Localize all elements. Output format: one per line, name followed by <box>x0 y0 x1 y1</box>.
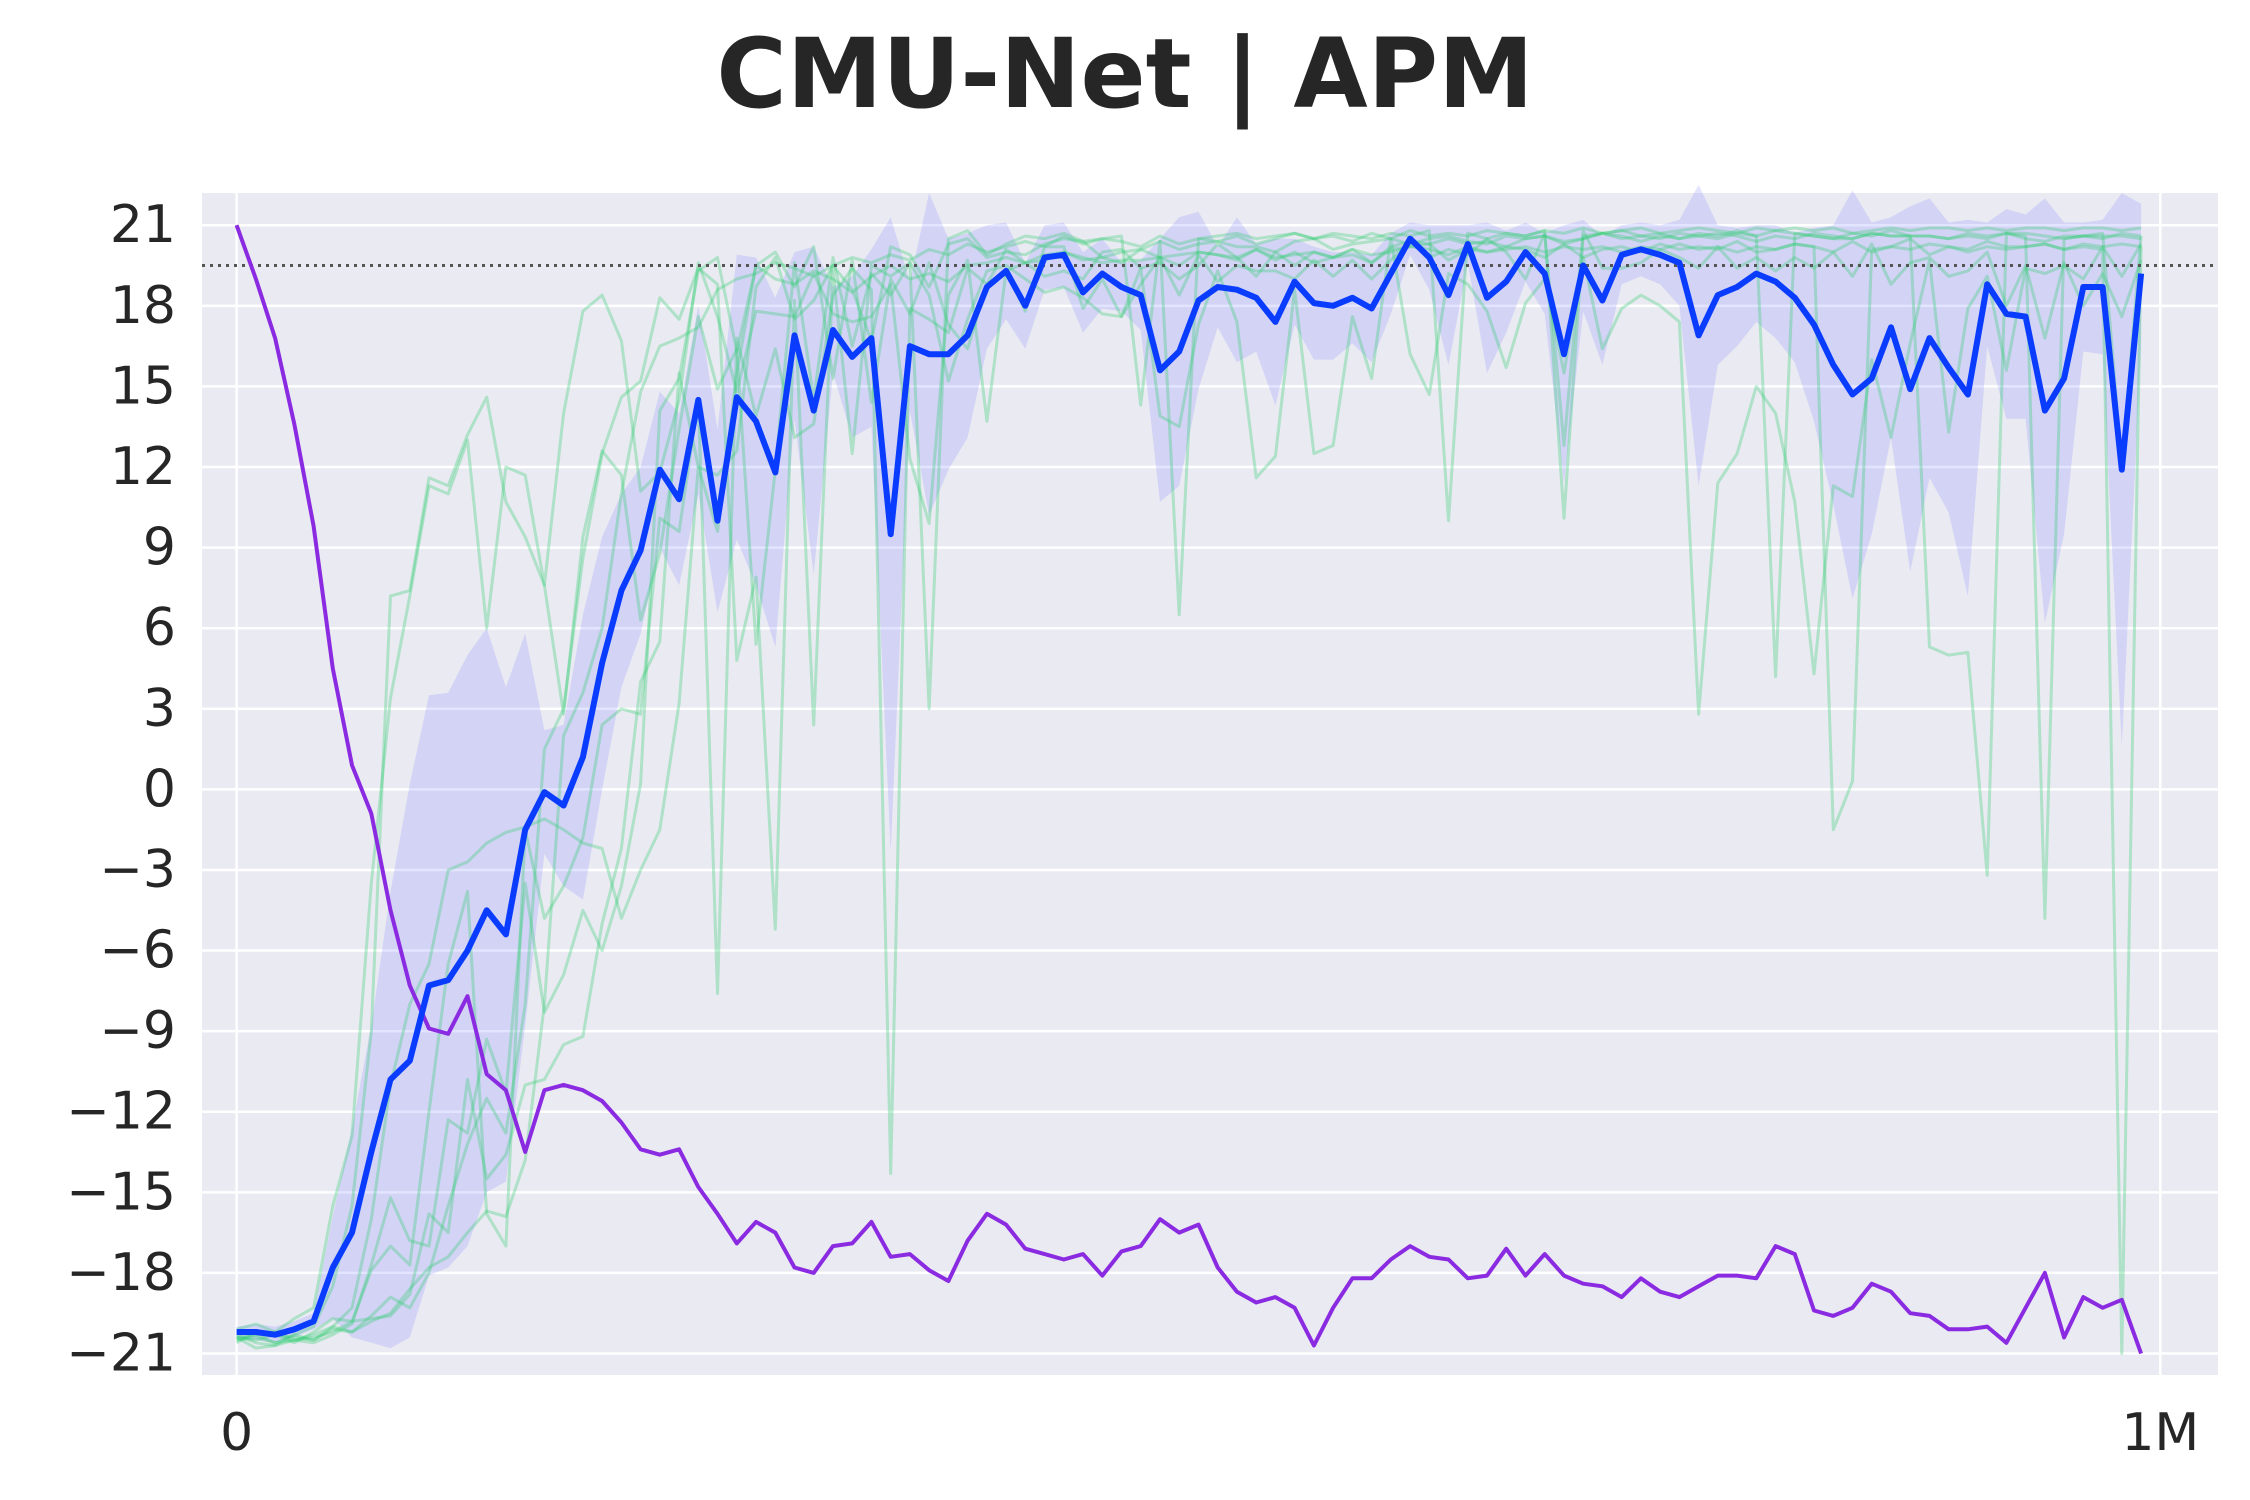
y-tick-label: −15 <box>66 1162 176 1222</box>
y-tick-label: −9 <box>99 1001 176 1061</box>
y-tick-label: −6 <box>99 921 176 981</box>
baseline-line <box>234 224 2143 1355</box>
baseline-layer <box>234 224 2143 1355</box>
run-line-4 <box>236 229 2143 1334</box>
y-tick-labels: −21 −18 −15 −12 −9 −6 −3 0 3 6 9 12 15 18 21 <box>66 195 176 1383</box>
y-tick-label: −18 <box>66 1243 176 1303</box>
y-tick-label: −12 <box>66 1082 176 1142</box>
y-tick-label: −21 <box>66 1324 176 1384</box>
chart-title: CMU-Net | APM <box>716 18 1534 130</box>
y-tick-label: 3 <box>143 679 176 739</box>
x-tick-labels: 0 1M <box>220 1403 2199 1463</box>
grid-lines <box>202 193 2218 1375</box>
run-line-5 <box>236 231 2142 1345</box>
y-tick-label: 21 <box>110 195 176 255</box>
run-line-6 <box>236 237 2142 1347</box>
y-tick-label: 9 <box>143 518 176 578</box>
y-tick-label: 18 <box>110 276 176 336</box>
y-tick-label: 12 <box>110 437 176 497</box>
run-line-7 <box>236 242 2143 1355</box>
y-tick-label: −3 <box>99 840 176 900</box>
x-tick-label: 1M <box>2121 1403 2199 1463</box>
y-tick-label: 6 <box>143 598 176 658</box>
y-tick-label: 15 <box>110 356 176 416</box>
run-line-3 <box>235 237 2143 1350</box>
x-tick-label: 0 <box>220 1403 253 1463</box>
y-tick-label: 0 <box>143 759 176 819</box>
mean-layer <box>236 235 2145 1338</box>
run-line-2 <box>235 226 2142 1345</box>
run-line-1 <box>236 229 2142 1342</box>
runs-layer <box>235 226 2143 1355</box>
mean-line <box>236 235 2145 1338</box>
plot-area <box>202 193 2218 1375</box>
run-line-8 <box>236 229 2143 1345</box>
